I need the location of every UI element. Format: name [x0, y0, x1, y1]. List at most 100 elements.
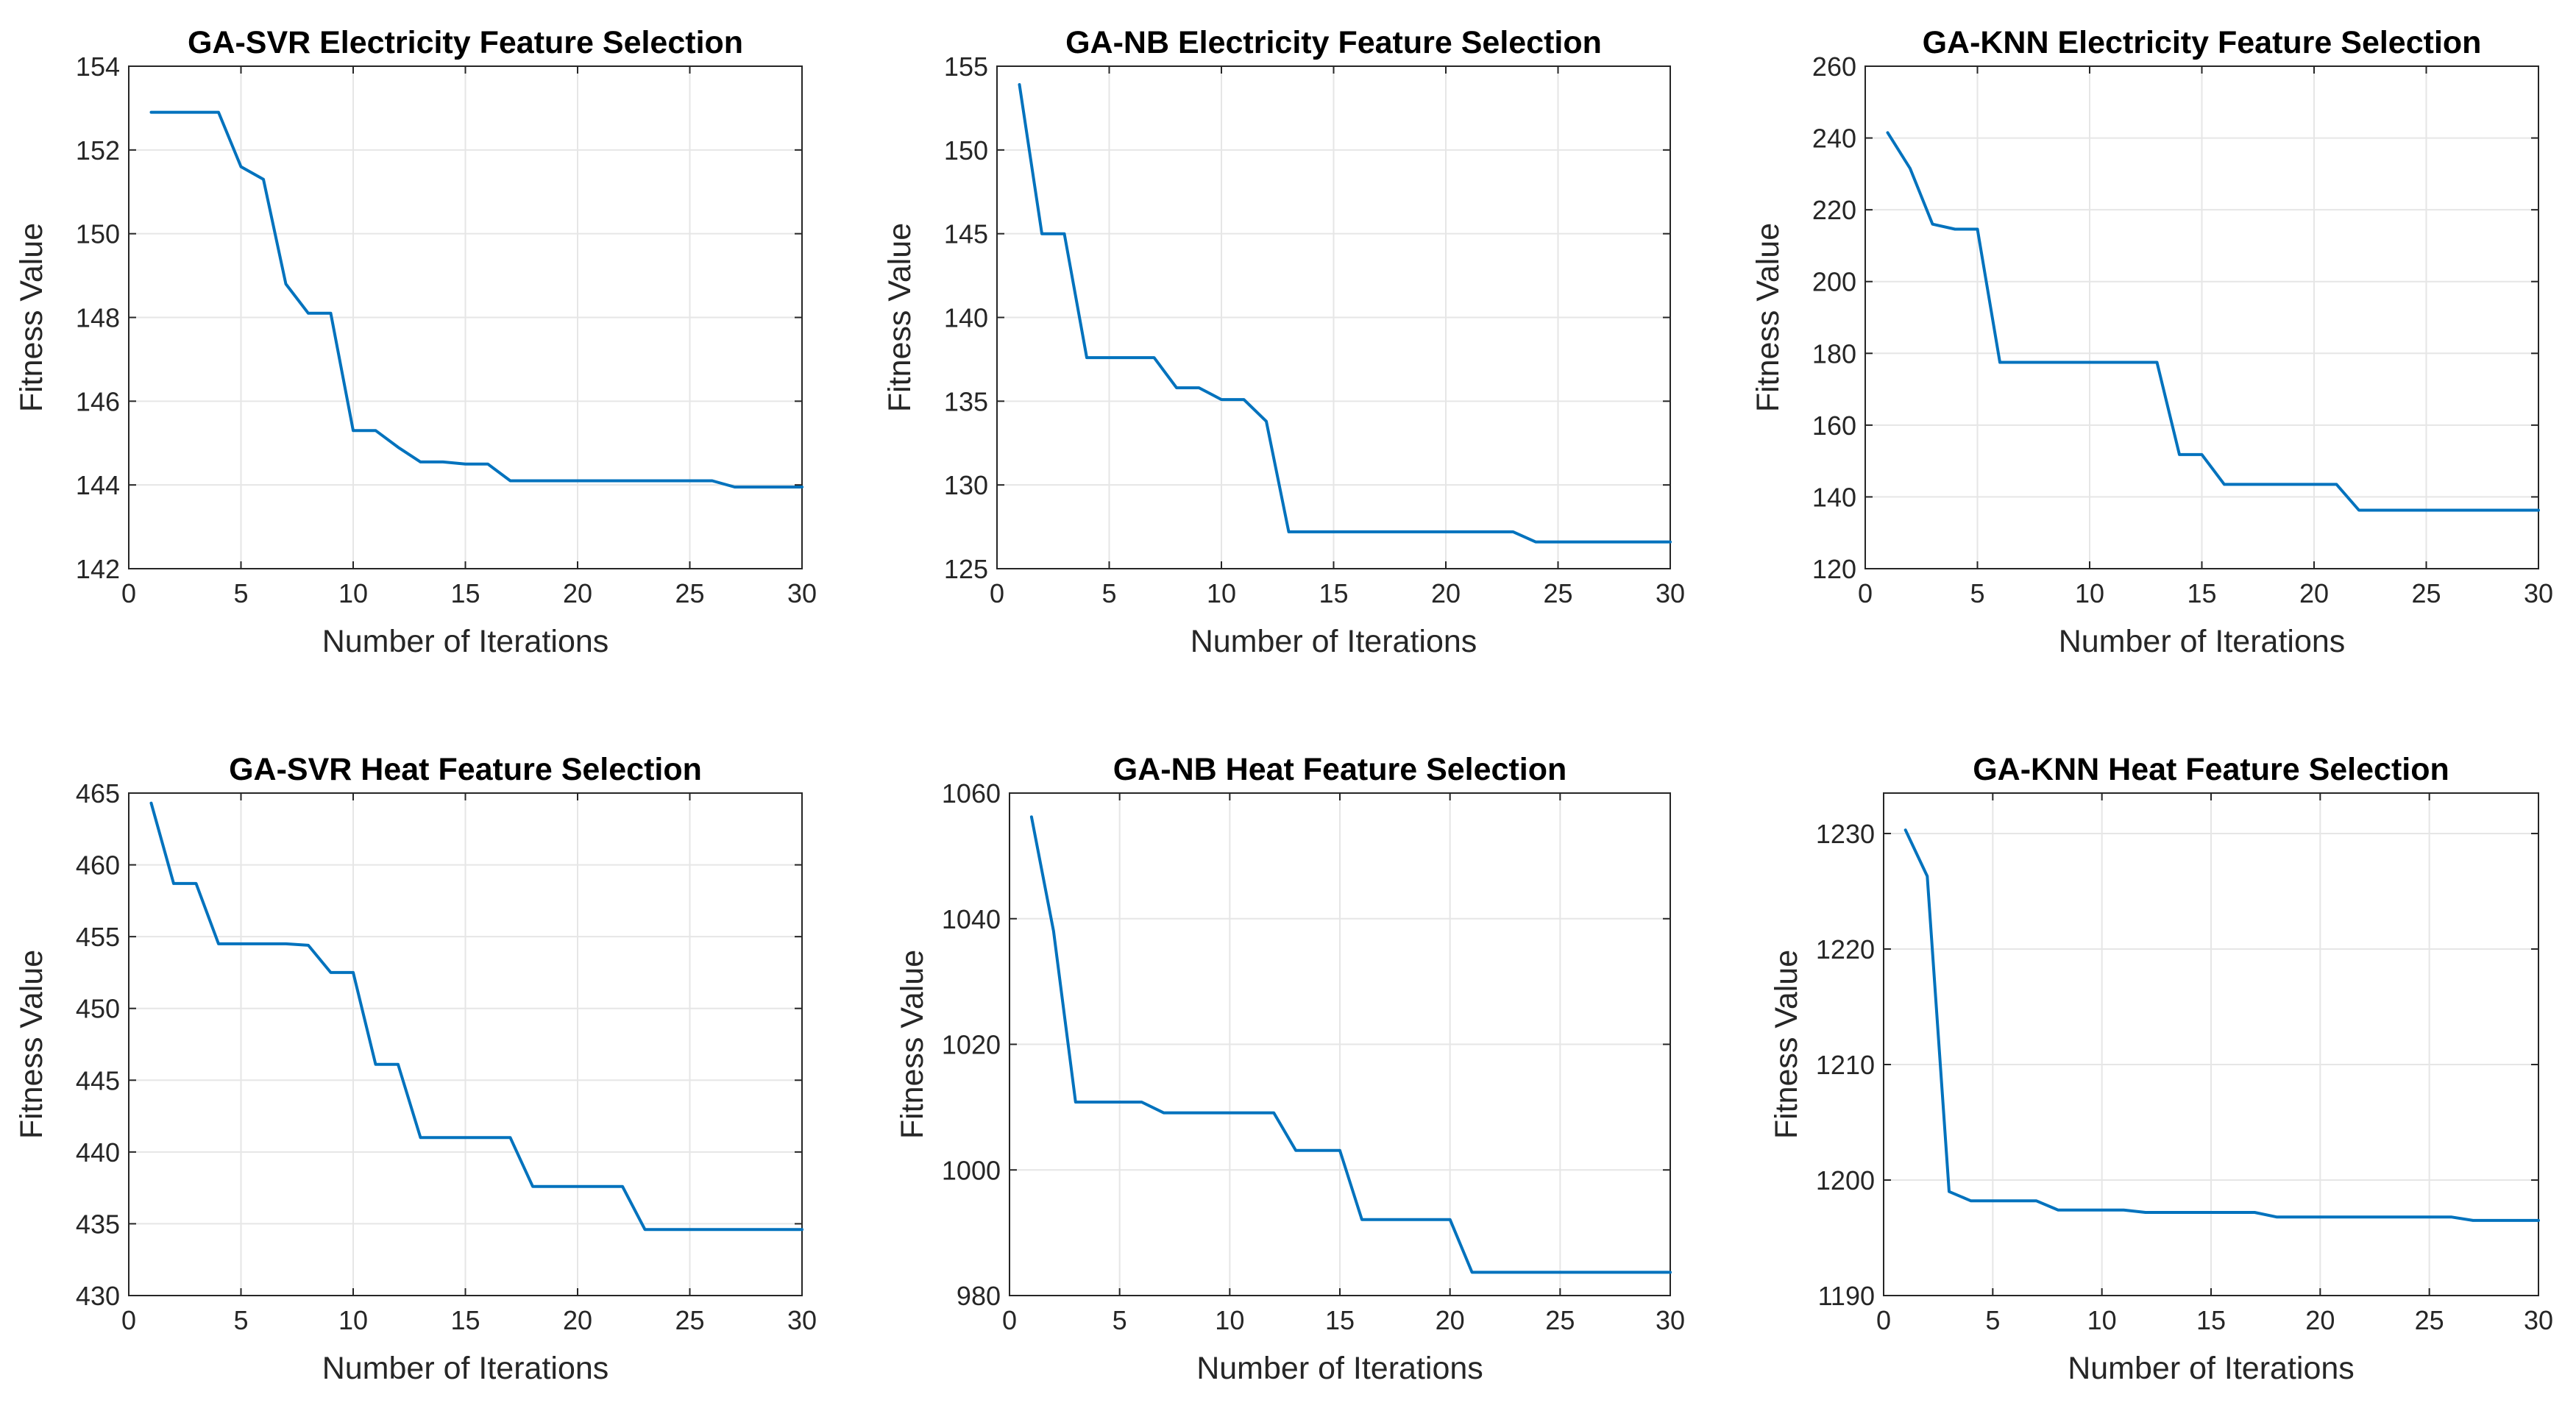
y-axis-label: Fitness Value — [882, 223, 918, 412]
y-tick-label: 980 — [957, 1281, 1001, 1311]
x-tick-label: 10 — [1207, 578, 1236, 608]
x-axis-label: Number of Iterations — [1196, 1351, 1483, 1386]
x-tick-label: 30 — [1656, 1305, 1685, 1335]
y-tick-label: 445 — [76, 1065, 120, 1095]
y-tick-label: 146 — [76, 386, 120, 416]
y-tick-label: 148 — [76, 303, 120, 333]
x-tick-label: 0 — [1858, 578, 1873, 608]
chart-title: GA-KNN Electricity Feature Selection — [1923, 25, 2482, 60]
x-tick-label: 25 — [675, 578, 704, 608]
x-tick-label: 10 — [1215, 1305, 1244, 1335]
y-axis-label: Fitness Value — [14, 223, 49, 412]
y-tick-label: 125 — [944, 554, 988, 584]
chart-title: GA-SVR Electricity Feature Selection — [188, 25, 743, 60]
series-line-fitness — [1903, 828, 2540, 1222]
y-tick-label: 220 — [1812, 195, 1856, 225]
series-line-fitness — [149, 110, 803, 488]
y-tick-label: 200 — [1812, 267, 1856, 297]
x-tick-label: 25 — [2411, 578, 2441, 608]
x-tick-label: 5 — [233, 1305, 248, 1335]
series-line-fitness — [1018, 83, 1672, 544]
y-tick-label: 455 — [76, 922, 120, 952]
x-tick-label: 20 — [1431, 578, 1461, 608]
x-tick-label: 10 — [338, 1305, 368, 1335]
x-tick-label: 20 — [1436, 1305, 1465, 1335]
y-tick-label: 465 — [76, 778, 120, 809]
chart-panel-nb-electricity: 0 5 10 15 20 25 30 125 130 135 140 145 150 155 GA-NB E… — [882, 25, 1685, 659]
y-tick-label: 1190 — [1818, 1281, 1875, 1311]
y-tick-label: 450 — [76, 994, 120, 1024]
x-tick-label: 0 — [1876, 1305, 1891, 1335]
y-tick-label: 180 — [1812, 338, 1856, 369]
y-tick-label: 1000 — [942, 1155, 1001, 1185]
y-tick-label: 1200 — [1816, 1165, 1875, 1195]
x-tick-label: 25 — [675, 1305, 704, 1335]
chart-panel-knn-electricity: 0 5 10 15 20 25 30 120 140 160 180 200 220 240 260 GA-K… — [1750, 25, 2553, 659]
y-tick-label: 160 — [1812, 411, 1856, 441]
y-tick-label: 120 — [1812, 554, 1856, 584]
y-tick-label: 140 — [944, 303, 988, 333]
x-tick-label: 20 — [2305, 1305, 2335, 1335]
y-tick-label: 140 — [1812, 482, 1856, 512]
y-tick-label: 135 — [944, 386, 988, 416]
y-tick-label: 155 — [944, 51, 988, 82]
x-tick-label: 15 — [450, 1305, 480, 1335]
x-tick-label: 5 — [1970, 578, 1984, 608]
x-tick-label: 30 — [1656, 578, 1685, 608]
y-tick-label: 460 — [76, 850, 120, 881]
y-tick-label: 150 — [76, 219, 120, 249]
x-tick-label: 30 — [787, 1305, 817, 1335]
x-tick-label: 0 — [121, 1305, 136, 1335]
series-line-fitness — [1029, 815, 1672, 1274]
x-tick-label: 15 — [450, 578, 480, 608]
x-tick-label: 30 — [787, 578, 817, 608]
x-tick-label: 5 — [1985, 1305, 2000, 1335]
series-line-fitness — [1886, 131, 2540, 512]
y-tick-label: 430 — [76, 1281, 120, 1311]
y-tick-label: 435 — [76, 1209, 120, 1239]
x-tick-label: 20 — [563, 578, 592, 608]
x-tick-label: 30 — [2524, 578, 2553, 608]
y-axis-label: Fitness Value — [895, 950, 930, 1139]
x-tick-label: 0 — [121, 578, 136, 608]
y-tick-label: 1060 — [942, 778, 1001, 809]
y-axis-label: Fitness Value — [1769, 950, 1804, 1139]
y-tick-label: 152 — [76, 135, 120, 166]
y-tick-label: 1020 — [942, 1030, 1001, 1060]
x-tick-label: 15 — [1325, 1305, 1355, 1335]
x-tick-label: 10 — [2087, 1305, 2117, 1335]
x-tick-label: 15 — [1319, 578, 1348, 608]
y-tick-label: 144 — [76, 470, 120, 500]
x-tick-label: 0 — [990, 578, 1004, 608]
x-tick-label: 20 — [563, 1305, 592, 1335]
x-axis-label: Number of Iterations — [2059, 624, 2346, 659]
chart-panel-nb-heat: 0 5 10 15 20 25 30 980 1000 1020 1040 1060 GA-NB Hea… — [895, 752, 1685, 1386]
chart-title: GA-NB Electricity Feature Selection — [1065, 25, 1602, 60]
x-tick-label: 10 — [2075, 578, 2104, 608]
y-tick-label: 440 — [76, 1137, 120, 1168]
chart-panel-svr-heat: 0 5 10 15 20 25 30 430 435 440 445 450 455 460 465 GA-S… — [14, 752, 817, 1386]
x-tick-label: 25 — [1543, 578, 1572, 608]
x-tick-label: 5 — [1101, 578, 1116, 608]
x-tick-label: 10 — [338, 578, 368, 608]
chart-title: GA-SVR Heat Feature Selection — [229, 752, 702, 787]
x-tick-label: 25 — [1545, 1305, 1575, 1335]
x-axis-label: Number of Iterations — [1191, 624, 1477, 659]
y-tick-label: 240 — [1812, 124, 1856, 154]
x-tick-label: 30 — [2524, 1305, 2553, 1335]
x-axis-label: Number of Iterations — [322, 1351, 609, 1386]
y-axis-label: Fitness Value — [1750, 223, 1786, 412]
x-tick-label: 15 — [2187, 578, 2216, 608]
chart-panel-knn-heat: 0 5 10 15 20 25 30 1190 1200 1210 1220 1230 GA-KNN H… — [1769, 752, 2553, 1386]
y-tick-label: 260 — [1812, 51, 1856, 82]
x-axis-label: Number of Iterations — [322, 624, 609, 659]
y-tick-label: 1210 — [1816, 1050, 1875, 1080]
y-tick-label: 154 — [76, 51, 120, 82]
x-tick-label: 25 — [2415, 1305, 2444, 1335]
x-tick-label: 5 — [233, 578, 248, 608]
y-tick-label: 142 — [76, 554, 120, 584]
chart-title: GA-NB Heat Feature Selection — [1113, 752, 1566, 787]
x-tick-label: 0 — [1002, 1305, 1017, 1335]
x-tick-label: 15 — [2196, 1305, 2226, 1335]
